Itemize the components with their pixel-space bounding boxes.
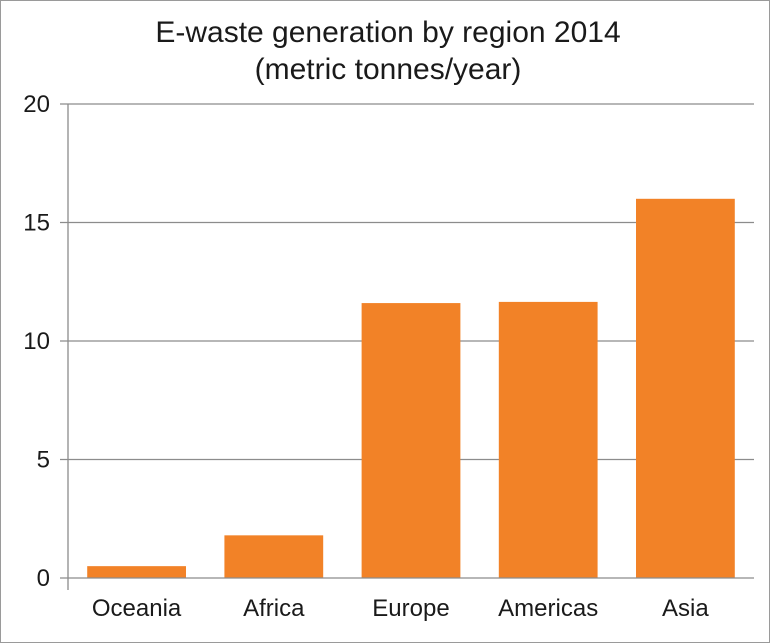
- y-tick-label-15: 15: [23, 210, 50, 237]
- y-tick-label-5: 5: [37, 447, 50, 474]
- bar-europe: [361, 303, 461, 578]
- bar-africa: [224, 535, 324, 578]
- x-tick-label-oceania: Oceania: [92, 595, 182, 622]
- chart-title-line-1: E-waste generation by region 2014: [155, 16, 620, 49]
- bar-oceania: [87, 566, 186, 578]
- y-tick-label-20: 20: [23, 91, 50, 118]
- tick-labels: 0 5 10 15 20 Oceania Africa Europe Americas Asia: [23, 91, 709, 622]
- chart-title-line-2: (metric tonnes/year): [255, 53, 522, 86]
- bars: [87, 198, 735, 579]
- x-tick-label-africa: Africa: [243, 595, 305, 622]
- x-tick-label-asia: Asia: [662, 595, 709, 622]
- bar-americas: [498, 301, 598, 578]
- bar-asia: [636, 198, 735, 579]
- x-tick-label-europe: Europe: [372, 595, 449, 622]
- y-tick-label-0: 0: [37, 565, 50, 592]
- axes: [60, 104, 754, 590]
- x-tick-label-americas: Americas: [498, 595, 598, 622]
- y-tick-label-10: 10: [23, 328, 50, 355]
